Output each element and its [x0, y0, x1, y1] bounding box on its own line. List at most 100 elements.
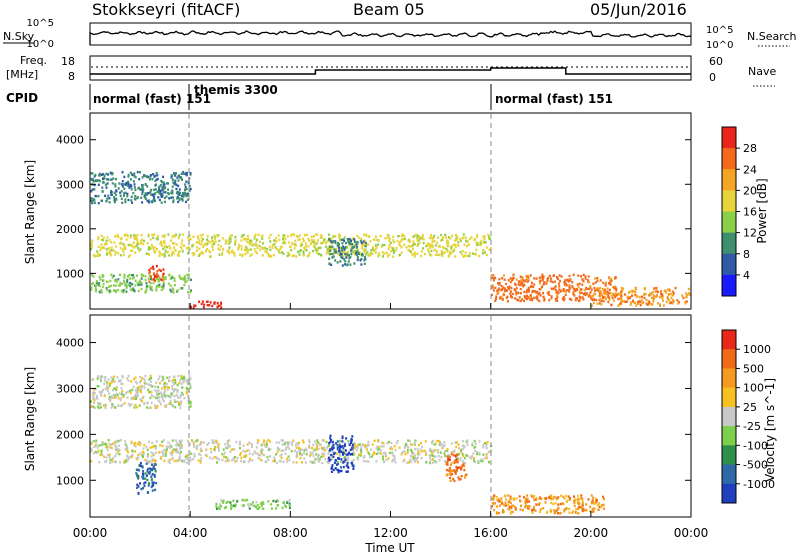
scatter-point [248, 241, 250, 244]
scatter-point [462, 454, 465, 457]
scatter-point [299, 234, 302, 237]
scatter-point [189, 377, 192, 381]
scatter-point [463, 456, 466, 460]
scatter-point [342, 251, 345, 254]
scatter-point [503, 287, 506, 290]
scatter-point [351, 435, 354, 438]
scatter-point [526, 497, 529, 501]
scatter-point [338, 234, 341, 237]
scatter-point [110, 171, 113, 175]
scatter-point [202, 245, 205, 248]
scatter-point [178, 193, 181, 196]
scatter-point [184, 281, 187, 284]
scatter-point [131, 388, 134, 392]
scatter-point [171, 235, 174, 239]
scatter-point [573, 495, 575, 498]
scatter-point [377, 439, 380, 442]
scatter-point [162, 449, 165, 452]
scatter-point [549, 280, 552, 283]
scatter-point [555, 298, 558, 302]
scatter-point [127, 379, 130, 382]
scatter-point [363, 248, 366, 251]
scatter-point [279, 460, 282, 463]
scatter-point [111, 403, 114, 406]
scatter-point [538, 502, 541, 505]
scatter-point [568, 287, 571, 290]
scatter-point [133, 443, 136, 447]
scatter-point [149, 380, 152, 383]
scatter-point [156, 269, 159, 273]
scatter-point [168, 386, 170, 389]
scatter-point [165, 445, 168, 448]
scatter-point [216, 507, 218, 510]
scatter-point [453, 469, 455, 472]
scatter-point [476, 241, 479, 245]
scatter-point [587, 279, 590, 282]
scatter-point [174, 249, 177, 252]
scatter-point [129, 277, 132, 280]
scatter-point [524, 296, 527, 300]
scatter-point [631, 294, 634, 297]
scatter-point [546, 292, 549, 295]
scatter-point [420, 456, 423, 460]
colorbar-swatch [722, 406, 736, 427]
scatter-point [91, 245, 94, 248]
scatter-point [199, 447, 202, 450]
scatter-point [303, 457, 306, 460]
scatter-point [244, 499, 247, 502]
scatter-point [109, 399, 112, 403]
scatter-point [671, 302, 674, 305]
scatter-point [105, 456, 108, 459]
scatter-point [140, 386, 143, 389]
scatter-point [135, 472, 138, 475]
scatter-point [505, 282, 508, 286]
scatter-point [448, 250, 451, 254]
scatter-point [386, 255, 389, 258]
scatter-point [313, 440, 316, 443]
scatter-point [524, 501, 527, 505]
scatter-point [92, 440, 95, 443]
scatter-point [147, 491, 150, 494]
scatter-point [113, 387, 116, 390]
scatter-point [496, 505, 499, 508]
scatter-point [110, 193, 113, 196]
scatter-point [341, 435, 344, 438]
scatter-point [150, 475, 153, 478]
colorbar-tick-label: -25 [743, 420, 761, 433]
scatter-point [230, 448, 233, 451]
scatter-point [163, 183, 166, 186]
scatter-point [459, 477, 462, 481]
scatter-point [174, 388, 177, 391]
scatter-point [184, 455, 187, 459]
scatter-point [256, 251, 258, 255]
scatter-point [94, 287, 97, 290]
scatter-point [348, 237, 351, 241]
scatter-point [341, 256, 344, 259]
scatter-point [153, 278, 156, 281]
scatter-point [186, 381, 189, 385]
scatter-point [239, 442, 241, 446]
scatter-point [428, 461, 431, 465]
scatter-point [514, 297, 517, 300]
scatter-point [551, 280, 554, 284]
scatter-point [357, 252, 360, 255]
scatter-point [396, 440, 399, 443]
scatter-point [126, 192, 129, 196]
scatter-point [151, 233, 154, 237]
scatter-point [485, 446, 488, 450]
scatter-point [550, 496, 553, 499]
scatter-point [257, 233, 260, 236]
scatter-point [610, 277, 612, 281]
scatter-point [111, 172, 114, 175]
scatter-point [304, 461, 307, 464]
scatter-point [549, 277, 552, 280]
scatter-point [362, 456, 365, 459]
scatter-point [322, 439, 325, 442]
scatter-point [413, 443, 416, 446]
scatter-point [161, 278, 164, 282]
scatter-point [233, 448, 236, 451]
scatter-point [364, 251, 367, 254]
scatter-point [634, 286, 637, 290]
scatter-point [508, 508, 511, 511]
scatter-point [585, 293, 588, 296]
